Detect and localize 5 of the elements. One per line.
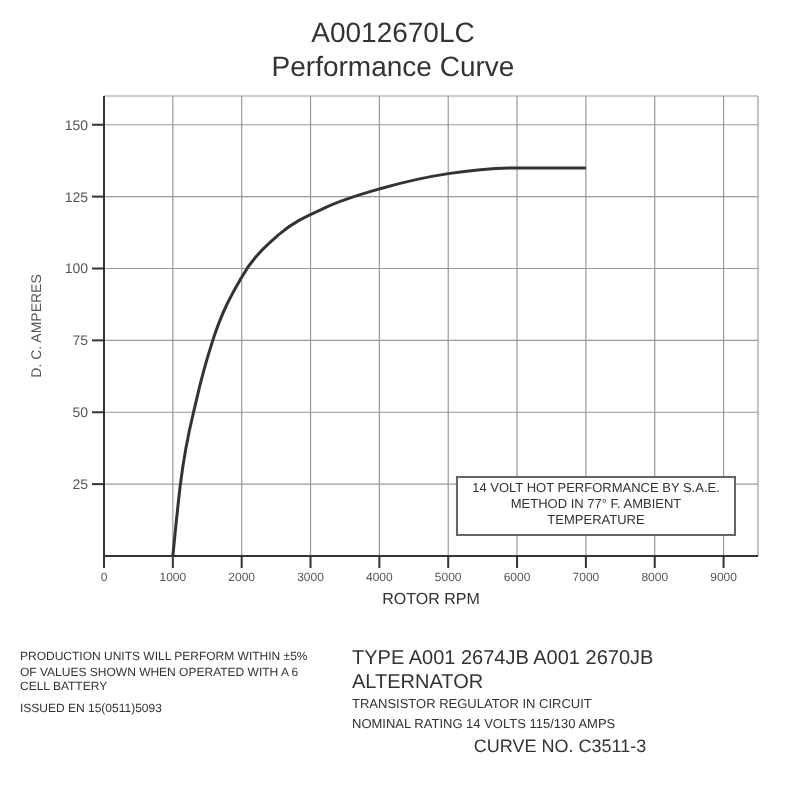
text: TYPE A001 2674JB A001 2670JB ALTERNATOR: [352, 648, 656, 696]
chart-title: A0012670LC: [309, 16, 477, 50]
text: CURVE NO. C3511-3: [471, 736, 649, 756]
x-axis-title: ROTOR RPM: [382, 590, 481, 608]
chart-subtitle: Performance Curve: [269, 50, 517, 84]
